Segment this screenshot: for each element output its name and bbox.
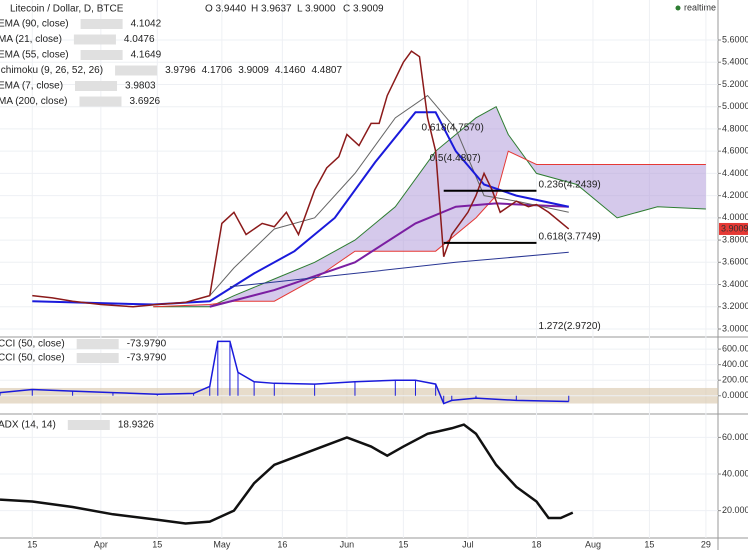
legend-label: EMA (90, close): [0, 19, 69, 30]
ohlc-value: H 3.9637: [251, 4, 292, 15]
x-tick-label: May: [213, 539, 231, 549]
legend-value: -73.9790: [127, 353, 167, 364]
adx-line: [0, 423, 574, 525]
fib-label: 0.5(4.4807): [430, 153, 481, 164]
legend-label: Ichimoku (9, 26, 52, 26): [0, 65, 103, 76]
y-tick-label: 3.0000: [722, 323, 748, 333]
legend-value: 4.4807: [311, 65, 342, 76]
x-tick-label: Apr: [94, 539, 108, 549]
legend-value: 4.0476: [124, 34, 155, 45]
legend-label: EMA (7, close): [0, 81, 63, 92]
y-tick-label: 5.4000: [722, 57, 748, 67]
fib-label: 0.236(4.2439): [538, 179, 600, 190]
y-tick-label: 4.2000: [722, 190, 748, 200]
legend-value: 3.6926: [129, 96, 160, 107]
y-tick-label: 40.0000: [722, 468, 748, 478]
legend-value: 4.1042: [131, 19, 162, 30]
x-tick-label: 15: [27, 539, 37, 549]
legend-label: MA (21, close): [0, 34, 62, 45]
legend-buttons[interactable]: [67, 420, 110, 430]
y-tick-label: 4.8000: [722, 123, 748, 133]
x-tick-label: Jul: [462, 539, 474, 549]
y-tick-label: 60.0000: [722, 432, 748, 442]
legend-buttons[interactable]: [76, 339, 119, 349]
realtime-dot: [675, 5, 681, 11]
y-tick-label: 5.0000: [722, 101, 748, 111]
indicator-line: [229, 251, 569, 288]
ohlc-value: C 3.9009: [343, 4, 384, 15]
y-tick-label: 5.6000: [722, 34, 748, 44]
x-tick-label: 18: [531, 539, 541, 549]
x-tick-label: 15: [398, 539, 408, 549]
realtime-label: realtime: [684, 2, 716, 12]
x-tick-label: 15: [152, 539, 162, 549]
cci-line: [0, 340, 569, 405]
ohlc-value: L 3.9000: [297, 4, 336, 15]
y-tick-label: 3.8000: [722, 234, 748, 244]
legend-value: 4.1649: [131, 50, 162, 61]
legend-value: 3.9796: [165, 65, 196, 76]
y-tick-label: 200.0000: [722, 375, 748, 385]
fib-label: 0.618(3.7749): [538, 232, 600, 243]
legend-label: CCI (50, close): [0, 353, 65, 364]
legend-buttons[interactable]: [80, 50, 123, 60]
y-tick-label: 600.0000: [722, 343, 748, 353]
x-tick-label: Jun: [340, 539, 355, 549]
legend-buttons[interactable]: [115, 65, 158, 76]
span-a: [153, 105, 706, 308]
y-tick-label: 4.4000: [722, 168, 748, 178]
x-tick-label: 29: [701, 539, 711, 549]
indicator-line: [32, 111, 569, 306]
y-tick-label: 3.6000: [722, 257, 748, 267]
legend-value: 4.1460: [275, 65, 306, 76]
y-tick-label: 4.0000: [722, 212, 748, 222]
legend-label: EMA (55, close): [0, 50, 69, 61]
legend-label: ADX (14, 14): [0, 420, 56, 431]
legend-label: CCI (50, close): [0, 339, 65, 350]
legend-value: 3.9803: [125, 81, 156, 92]
legend-buttons[interactable]: [80, 19, 123, 29]
y-tick-label: 20.0000: [722, 505, 748, 515]
x-tick-label: Aug: [585, 539, 601, 549]
y-tick-label: 4.6000: [722, 146, 748, 156]
legend-value: 4.1706: [202, 65, 233, 76]
fib-label: 1.272(2.9720): [538, 321, 600, 332]
x-tick-label: 15: [644, 539, 654, 549]
y-tick-label: 3.2000: [722, 301, 748, 311]
legend-value: 18.9326: [118, 420, 155, 431]
legend-label: MA (200, close): [0, 96, 67, 107]
fib-label: 0.618(4.7570): [422, 122, 484, 133]
last-price-tag: [719, 222, 748, 235]
legend-buttons[interactable]: [73, 34, 116, 45]
ohlc-value: O 3.9440: [205, 4, 247, 15]
legend-buttons[interactable]: [75, 81, 118, 91]
indicator-line: [209, 202, 569, 308]
legend-value: 3.9009: [238, 65, 269, 76]
chart-title: Litecoin / Dollar, D, BTCE: [10, 4, 124, 15]
ichimoku-cloud: [153, 106, 706, 307]
legend-buttons[interactable]: [76, 353, 119, 363]
span-b: [153, 150, 706, 308]
y-tick-label: 400.0000: [722, 359, 748, 369]
x-tick-label: 16: [277, 539, 287, 549]
y-tick-label: 3.4000: [722, 279, 748, 289]
last-price: 3.9009: [721, 223, 748, 233]
y-tick-label: 5.2000: [722, 79, 748, 89]
y-tick-label: 0.0000: [722, 390, 748, 400]
legend-value: -73.9790: [127, 339, 167, 350]
legend-buttons[interactable]: [79, 96, 122, 107]
